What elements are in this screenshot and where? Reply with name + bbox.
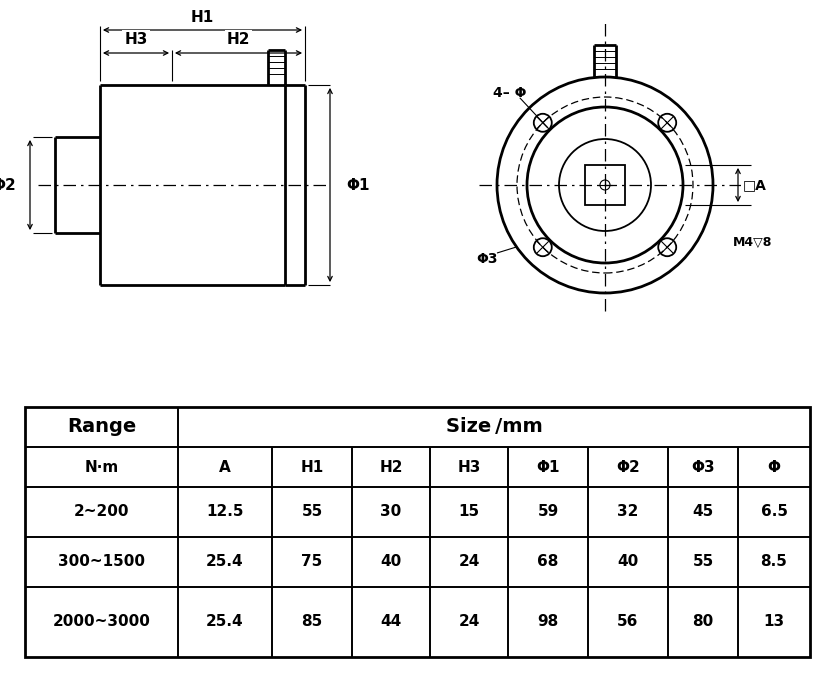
Text: 44: 44 [381, 614, 402, 630]
Text: 2000~3000: 2000~3000 [53, 614, 150, 630]
Text: 40: 40 [617, 554, 639, 570]
Text: 68: 68 [537, 554, 559, 570]
Text: Φ3: Φ3 [476, 252, 498, 266]
Text: N·m: N·m [84, 460, 119, 475]
Text: Range: Range [67, 418, 136, 437]
Text: H3: H3 [124, 32, 148, 47]
Text: Φ2: Φ2 [0, 178, 16, 192]
Text: 32: 32 [617, 504, 639, 520]
Text: H3: H3 [458, 460, 481, 475]
Text: 98: 98 [538, 614, 559, 630]
Bar [25, 407, 810, 657]
Text: Φ2: Φ2 [616, 460, 640, 475]
Text: Φ3: Φ3 [691, 460, 715, 475]
Text: 300~1500: 300~1500 [58, 554, 145, 570]
Text: 4– Φ: 4– Φ [493, 86, 527, 100]
Text: H1: H1 [301, 460, 324, 475]
Text: 12.5: 12.5 [206, 504, 244, 520]
Text: 8.5: 8.5 [761, 554, 787, 570]
Text: Φ1: Φ1 [346, 178, 370, 192]
Text: 15: 15 [458, 504, 479, 520]
Text: 55: 55 [301, 504, 322, 520]
Text: 59: 59 [538, 504, 559, 520]
Text: 25.4: 25.4 [206, 614, 244, 630]
Text: 13: 13 [763, 614, 785, 630]
Text: Φ: Φ [767, 460, 781, 475]
Text: A: A [219, 460, 230, 475]
Text: 6.5: 6.5 [761, 504, 787, 520]
Text: H2: H2 [379, 460, 402, 475]
Text: 56: 56 [617, 614, 639, 630]
Text: 40: 40 [381, 554, 402, 570]
Text: 24: 24 [458, 554, 479, 570]
Text: H2: H2 [227, 32, 250, 47]
Text: H1: H1 [191, 9, 214, 24]
Text: Φ1: Φ1 [536, 460, 559, 475]
Text: 2~200: 2~200 [73, 504, 129, 520]
Text: 55: 55 [692, 554, 714, 570]
Text: 45: 45 [692, 504, 714, 520]
Text: 80: 80 [692, 614, 714, 630]
Text: M4▽8: M4▽8 [733, 236, 772, 250]
Bar [585, 165, 625, 205]
Text: 75: 75 [301, 554, 322, 570]
Text: □A: □A [743, 178, 767, 192]
Text: 25.4: 25.4 [206, 554, 244, 570]
Text: 24: 24 [458, 614, 479, 630]
Text: 30: 30 [381, 504, 402, 520]
Text: Size /mm: Size /mm [446, 418, 543, 437]
Text: 85: 85 [301, 614, 322, 630]
